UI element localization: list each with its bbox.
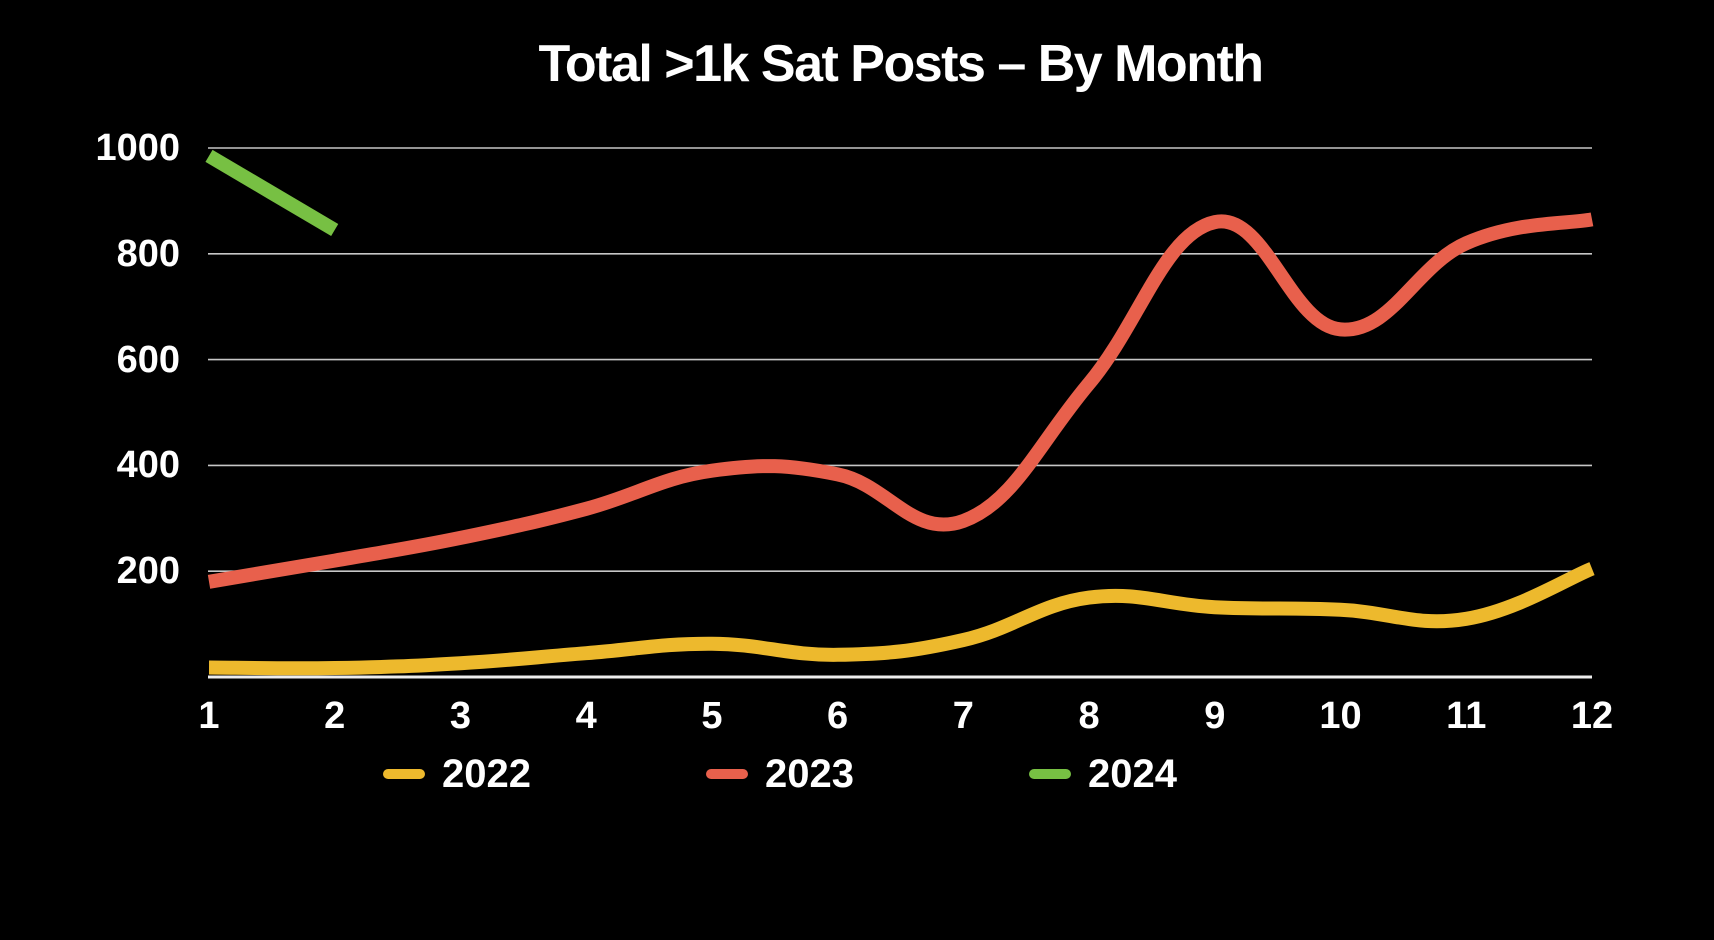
- legend-label-2024: 2024: [1087, 752, 1177, 796]
- chart-legend: 2022 2023 2024: [0, 748, 1560, 800]
- series-line-2024: [205, 149, 339, 237]
- y-tick-label-200: 200: [116, 550, 180, 593]
- x-tick-label-3: 3: [449, 695, 472, 737]
- x-tick-label-6: 6: [827, 695, 849, 737]
- x-tick-label-9: 9: [1204, 695, 1226, 737]
- x-tick-label-4: 4: [575, 695, 597, 737]
- x-tick-label-12: 12: [1570, 695, 1614, 737]
- series-line-2023: [207, 212, 1594, 589]
- chart-title: Total >1k Sat Posts – By Month: [538, 35, 1264, 93]
- legend-item-2023[interactable]: 2023: [706, 753, 854, 795]
- x-tick-label-7: 7: [952, 695, 974, 737]
- legend-item-2022[interactable]: 2022: [383, 753, 531, 795]
- legend-swatch-2023: [706, 769, 748, 779]
- legend-item-2024[interactable]: 2024: [1028, 752, 1177, 796]
- x-tick-label-8: 8: [1078, 695, 1100, 737]
- x-tick-label-10: 10: [1319, 695, 1362, 737]
- y-tick-label-400: 400: [116, 444, 180, 487]
- x-tick-label-1: 1: [198, 695, 220, 737]
- legend-label-2022: 2022: [442, 752, 531, 796]
- y-tick-label-1000: 1000: [95, 127, 180, 169]
- legend-swatch-2022: [383, 769, 426, 779]
- x-tick-label-2: 2: [324, 695, 346, 737]
- y-tick-label-800: 800: [116, 232, 180, 275]
- x-tick-label-11: 11: [1446, 695, 1487, 737]
- y-tick-label-600: 600: [116, 338, 180, 381]
- legend-swatch-2024: [1028, 769, 1071, 779]
- series-line-2022: [208, 562, 1595, 676]
- x-tick-label-5: 5: [701, 695, 723, 737]
- legend-label-2023: 2023: [765, 752, 854, 796]
